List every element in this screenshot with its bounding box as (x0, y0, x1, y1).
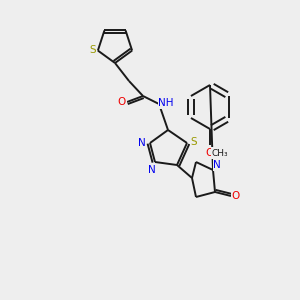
Text: CH₃: CH₃ (212, 148, 228, 158)
Text: N: N (213, 160, 221, 170)
Text: S: S (191, 137, 197, 147)
Text: O: O (118, 97, 126, 107)
Text: O: O (232, 191, 240, 201)
Text: O: O (206, 148, 214, 158)
Text: N: N (148, 165, 156, 175)
Text: NH: NH (158, 98, 174, 108)
Text: N: N (138, 138, 146, 148)
Text: S: S (90, 45, 96, 55)
